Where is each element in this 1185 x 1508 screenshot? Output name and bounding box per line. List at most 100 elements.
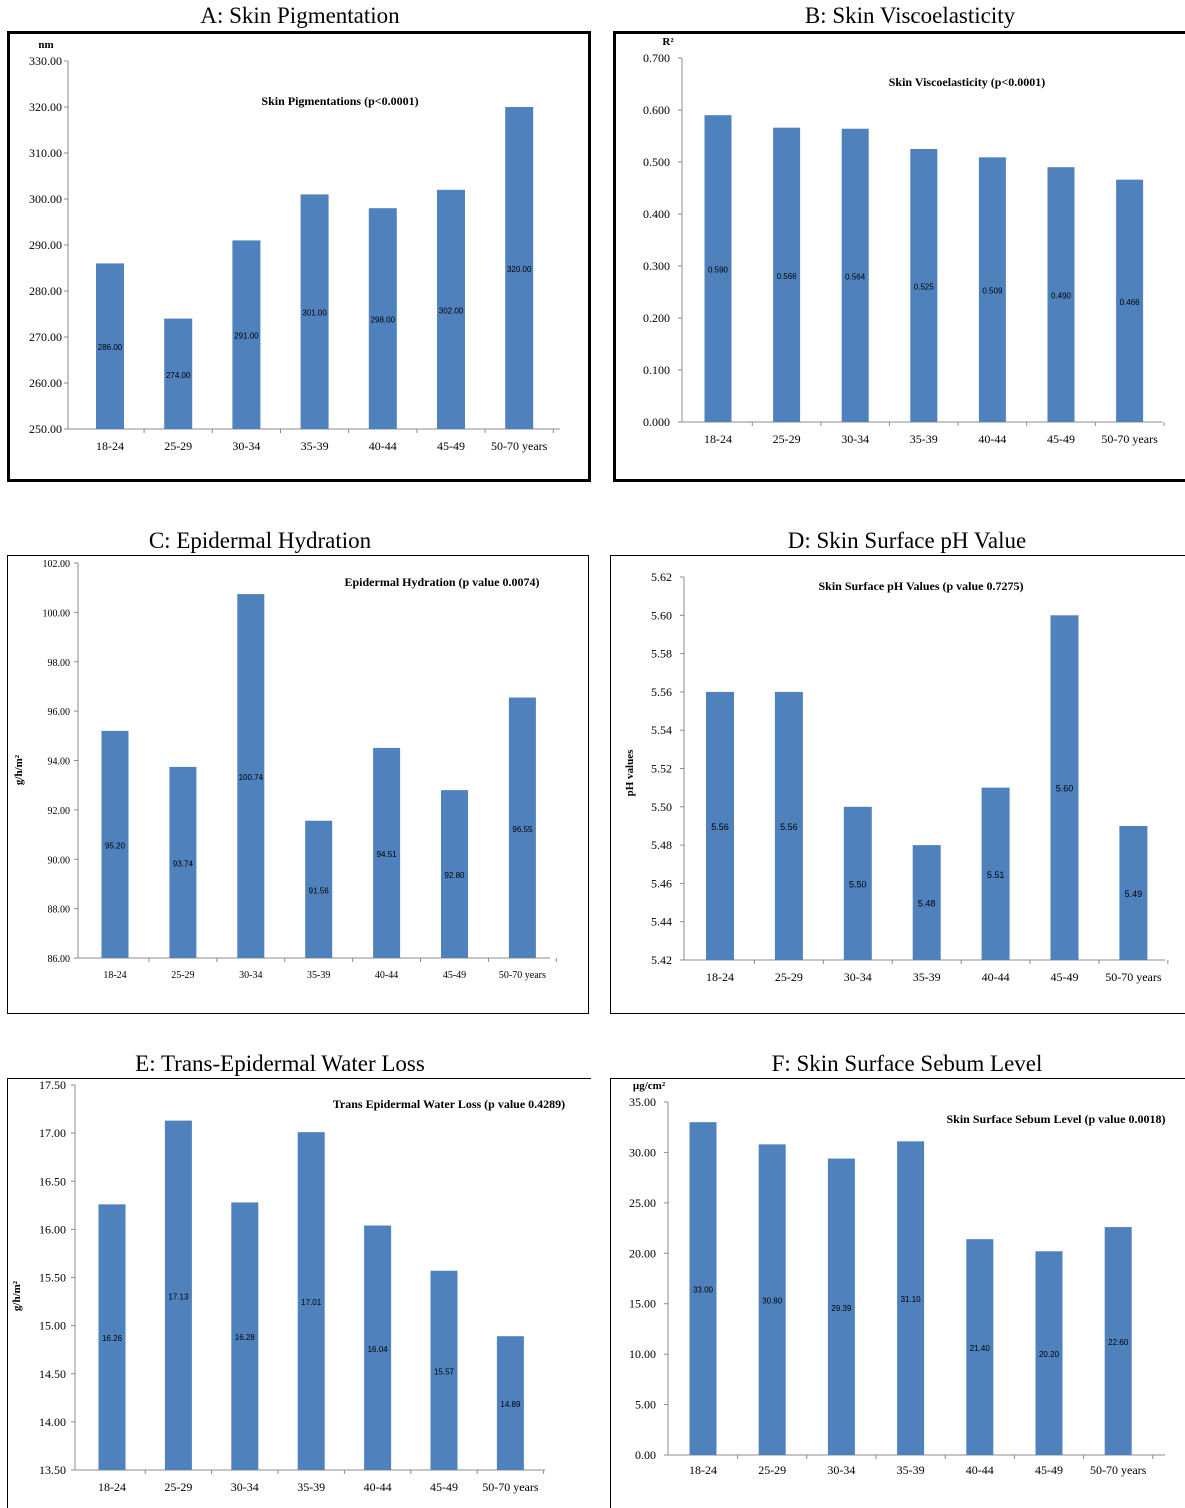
y-tick-label: 0.500 — [643, 155, 670, 169]
x-tick-label: 50-70 years — [1090, 1463, 1147, 1477]
y-tick-label: 0.600 — [643, 103, 670, 117]
y-tick-label: 0.700 — [643, 51, 670, 65]
bar — [96, 263, 124, 429]
bar — [1047, 167, 1075, 422]
bar — [966, 1239, 994, 1455]
y-tick-label: 250.00 — [29, 422, 62, 436]
y-tick-label: 15.50 — [39, 1271, 66, 1285]
y-tick-label: 15.00 — [39, 1319, 66, 1333]
x-tick-label: 40-44 — [978, 432, 1006, 446]
x-tick-label: 40-44 — [966, 1463, 994, 1477]
x-tick-label: 50-70 years — [1105, 970, 1162, 984]
data-label: 96.55 — [512, 825, 533, 834]
data-label: 16.28 — [235, 1333, 256, 1342]
data-label: 92.80 — [444, 871, 465, 880]
x-tick-label: 35-39 — [301, 439, 329, 453]
y-tick-label: 320.00 — [29, 100, 62, 114]
y-tick-label: 5.60 — [651, 608, 672, 622]
bar — [496, 1336, 524, 1470]
bar — [912, 845, 941, 960]
x-tick-label: 50-70 years — [1101, 432, 1158, 446]
bar — [978, 157, 1006, 422]
data-label: 286.00 — [98, 343, 123, 352]
x-tick-label: 30-34 — [231, 1480, 259, 1494]
x-tick-label: 30-34 — [232, 439, 260, 453]
axis-unit-label: nm — [38, 39, 53, 51]
y-tick-label: 14.50 — [39, 1367, 66, 1381]
x-tick-label: 40-44 — [982, 970, 1010, 984]
data-label: 291.00 — [234, 332, 259, 341]
data-label: 16.04 — [368, 1345, 389, 1354]
x-tick-label: 30-34 — [841, 432, 869, 446]
x-tick-label: 25-29 — [773, 432, 801, 446]
y-tick-label: 0.300 — [643, 259, 670, 273]
axis-unit-label: µg/cm² — [633, 1080, 666, 1092]
data-label: 5.51 — [987, 870, 1005, 880]
y-tick-label: 260.00 — [29, 376, 62, 390]
y-tick-label: 290.00 — [29, 238, 62, 252]
x-tick-label: 50-70 years — [482, 1480, 539, 1494]
data-label: 94.51 — [377, 850, 398, 859]
y-tick-label: 20.00 — [629, 1246, 656, 1260]
chart-title: Skin Surface Sebum Level (p value 0.0018… — [946, 1112, 1165, 1126]
data-label: 16.26 — [102, 1334, 123, 1343]
y-tick-label: 5.62 — [651, 570, 672, 584]
x-tick-label: 18-24 — [103, 970, 126, 981]
data-label: 30.80 — [762, 1297, 783, 1306]
bar — [897, 1141, 925, 1455]
panel-frame-d — [610, 555, 1185, 1014]
x-tick-label: 18-24 — [96, 439, 124, 453]
data-label: 5.50 — [849, 879, 867, 889]
bar — [758, 1144, 786, 1455]
bar — [1035, 1251, 1063, 1455]
y-axis-label: g/h/m² — [11, 1280, 23, 1311]
panel-title-e: E: Trans-Epidermal Water Loss — [135, 1051, 425, 1076]
y-tick-label: 0.00 — [635, 1448, 656, 1462]
y-tick-label: 330.00 — [29, 54, 62, 68]
panel-frame-e — [7, 1078, 591, 1508]
x-tick-label: 30-34 — [844, 970, 872, 984]
y-tick-label: 0.100 — [643, 363, 670, 377]
y-tick-label: 0.400 — [643, 207, 670, 221]
bar — [232, 240, 261, 429]
data-label: 22.60 — [1108, 1338, 1129, 1347]
axis-unit-label: R² — [662, 36, 674, 48]
bar — [368, 208, 397, 429]
y-tick-label: 5.46 — [651, 876, 672, 890]
y-axis-label: g/h/m² — [13, 754, 25, 785]
panel-title-f: F: Skin Surface Sebum Level — [771, 1051, 1043, 1076]
data-label: 93.74 — [173, 859, 194, 868]
data-label: 0.490 — [1051, 292, 1072, 301]
y-tick-label: 310.00 — [29, 146, 62, 160]
x-tick-label: 18-24 — [704, 432, 732, 446]
bar — [1119, 825, 1148, 960]
chart-title: Skin Pigmentations (p<0.0001) — [261, 94, 418, 108]
bar — [237, 594, 265, 958]
x-tick-label: 25-29 — [758, 1463, 786, 1477]
y-tick-label: 5.54 — [651, 723, 672, 737]
chart-title: Trans Epidermal Water Loss (p value 0.42… — [333, 1097, 565, 1111]
data-label: 302.00 — [439, 306, 464, 315]
data-label: 21.40 — [970, 1344, 991, 1353]
panel-title-b: B: Skin Viscoelasticity — [804, 3, 1016, 28]
y-tick-label: 0.200 — [643, 311, 670, 325]
x-tick-label: 45-49 — [437, 439, 465, 453]
data-label: 15.57 — [434, 1367, 455, 1376]
y-tick-label: 5.42 — [651, 953, 672, 967]
data-label: 0.564 — [845, 272, 866, 281]
bar — [364, 1225, 392, 1470]
data-label: 274.00 — [166, 371, 191, 380]
y-tick-label: 100.00 — [43, 608, 71, 619]
y-tick-label: 14.00 — [39, 1415, 66, 1429]
x-tick-label: 18-24 — [689, 1463, 717, 1477]
data-label: 5.60 — [1056, 784, 1074, 794]
y-tick-label: 5.56 — [651, 685, 672, 699]
y-tick-label: 5.00 — [635, 1398, 656, 1412]
y-tick-label: 5.50 — [651, 800, 672, 814]
x-tick-label: 25-29 — [164, 439, 192, 453]
x-tick-label: 30-34 — [239, 970, 262, 981]
y-tick-label: 17.50 — [39, 1078, 66, 1092]
data-label: 5.56 — [780, 822, 798, 832]
bar — [441, 790, 468, 958]
